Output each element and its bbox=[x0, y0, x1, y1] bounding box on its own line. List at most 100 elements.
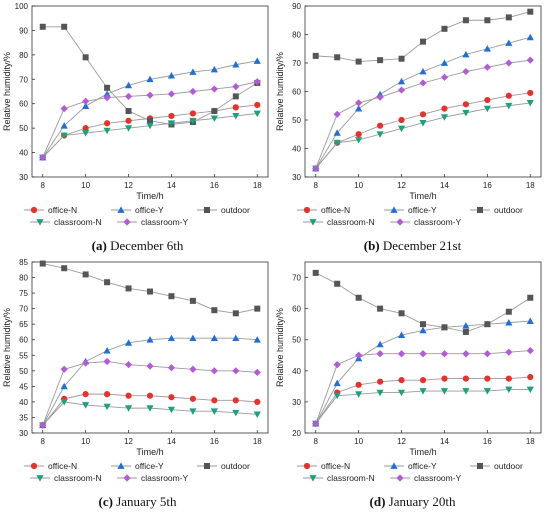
legend-label: office-Y bbox=[408, 205, 437, 215]
series-classroom-N bbox=[39, 399, 261, 429]
data-point bbox=[397, 350, 406, 358]
data-point bbox=[168, 112, 175, 120]
x-tick-label: 12 bbox=[124, 437, 133, 446]
data-point bbox=[124, 92, 133, 100]
x-tick-label: 16 bbox=[210, 437, 219, 446]
data-point bbox=[124, 361, 133, 369]
y-tick-label: 40 bbox=[19, 398, 28, 407]
data-point bbox=[103, 347, 111, 354]
series-line bbox=[315, 36, 531, 169]
data-point bbox=[232, 93, 239, 100]
legend-label: outdoor bbox=[494, 461, 523, 471]
data-point bbox=[189, 408, 197, 415]
data-point bbox=[441, 105, 448, 112]
data-point bbox=[355, 351, 363, 359]
y-tick-label: 50 bbox=[19, 124, 28, 133]
data-point bbox=[167, 72, 176, 79]
legend-label: classroom-N bbox=[327, 217, 375, 227]
data-point bbox=[527, 89, 534, 97]
data-point bbox=[124, 405, 133, 412]
data-point bbox=[103, 120, 111, 127]
data-point bbox=[210, 334, 218, 342]
x-tick-label: 14 bbox=[167, 181, 176, 190]
x-tick-label: 12 bbox=[124, 181, 133, 190]
data-point bbox=[355, 381, 362, 388]
legend-marker bbox=[303, 462, 311, 470]
plot-frame bbox=[31, 5, 269, 178]
series-line bbox=[315, 350, 531, 424]
data-point bbox=[232, 83, 240, 91]
data-point bbox=[82, 125, 89, 132]
data-point bbox=[398, 377, 405, 384]
y-tick-label: 40 bbox=[292, 145, 301, 154]
legend-marker bbox=[123, 218, 131, 226]
data-point bbox=[232, 409, 240, 417]
data-point bbox=[146, 75, 154, 83]
data-point bbox=[167, 90, 176, 98]
y-tick-label: 70 bbox=[292, 274, 301, 283]
data-point bbox=[168, 394, 175, 401]
data-point bbox=[82, 271, 89, 278]
data-point bbox=[146, 122, 154, 130]
x-tick-label: 10 bbox=[81, 437, 90, 446]
data-point bbox=[189, 87, 197, 96]
data-point bbox=[483, 350, 491, 358]
data-point bbox=[189, 117, 197, 125]
y-tick-label: 30 bbox=[292, 173, 301, 182]
y-tick-label: 60 bbox=[292, 88, 301, 97]
data-point bbox=[527, 294, 534, 301]
legend-marker bbox=[309, 219, 317, 226]
data-point bbox=[253, 368, 261, 376]
data-point bbox=[232, 397, 239, 404]
legend-entry-office-Y: office-Y bbox=[384, 205, 437, 215]
caption-a-letter: (a) bbox=[91, 238, 107, 253]
x-tick-label: 16 bbox=[483, 181, 492, 190]
data-point bbox=[440, 350, 449, 358]
legend: office-N office-Y outdoor classroom-N classr… bbox=[24, 205, 250, 227]
data-point bbox=[419, 388, 427, 395]
data-point bbox=[483, 105, 491, 113]
data-point bbox=[103, 90, 111, 97]
legend: office-N office-Y outdoor classroom-N classr… bbox=[297, 205, 523, 227]
legend-entry-classroom-N: classroom-N bbox=[30, 473, 102, 483]
legend-label: office-Y bbox=[408, 461, 437, 471]
caption-d-text: January 20th bbox=[385, 494, 456, 509]
x-tick-label: 12 bbox=[397, 437, 406, 446]
plot-frame bbox=[304, 5, 542, 178]
data-point bbox=[104, 84, 111, 91]
data-point bbox=[397, 389, 406, 397]
data-point bbox=[377, 305, 384, 312]
x-tick-label: 8 bbox=[41, 437, 46, 446]
data-point bbox=[312, 269, 319, 276]
data-point bbox=[419, 377, 427, 384]
chart-panel-c: 30 35 40 45 50 55 60 65 70 75 80 85 8 10 12 14 16 18 Time/… bbox=[2, 258, 269, 483]
series-outdoor bbox=[39, 260, 261, 317]
caption-c-letter: (c) bbox=[98, 494, 113, 509]
data-point bbox=[82, 97, 90, 105]
data-point bbox=[146, 91, 154, 99]
caption-d-letter: (d) bbox=[369, 494, 386, 509]
y-tick-label: 50 bbox=[292, 116, 301, 125]
y-tick-label: 80 bbox=[292, 31, 301, 40]
legend-entry-classroom-N: classroom-N bbox=[303, 217, 375, 227]
plot-frame bbox=[304, 261, 542, 434]
data-point bbox=[505, 92, 512, 99]
data-point bbox=[376, 340, 384, 348]
data-point bbox=[377, 57, 384, 64]
data-point bbox=[125, 108, 132, 115]
plot-frame bbox=[31, 261, 269, 434]
legend-entry-office-N: office-N bbox=[297, 461, 350, 471]
series-line bbox=[42, 104, 258, 158]
data-point bbox=[376, 378, 384, 385]
x-tick-label: 14 bbox=[440, 437, 449, 446]
legend-entry-office-Y: office-Y bbox=[111, 461, 164, 471]
data-point bbox=[211, 108, 218, 115]
data-point bbox=[462, 322, 470, 329]
legend: office-N office-Y outdoor classroom-N classr… bbox=[297, 461, 523, 483]
data-point bbox=[376, 350, 384, 358]
legend-label: classroom-N bbox=[54, 217, 102, 227]
legend-marker bbox=[396, 218, 404, 226]
data-point bbox=[333, 379, 341, 387]
data-point bbox=[124, 81, 133, 89]
data-point bbox=[168, 293, 175, 300]
